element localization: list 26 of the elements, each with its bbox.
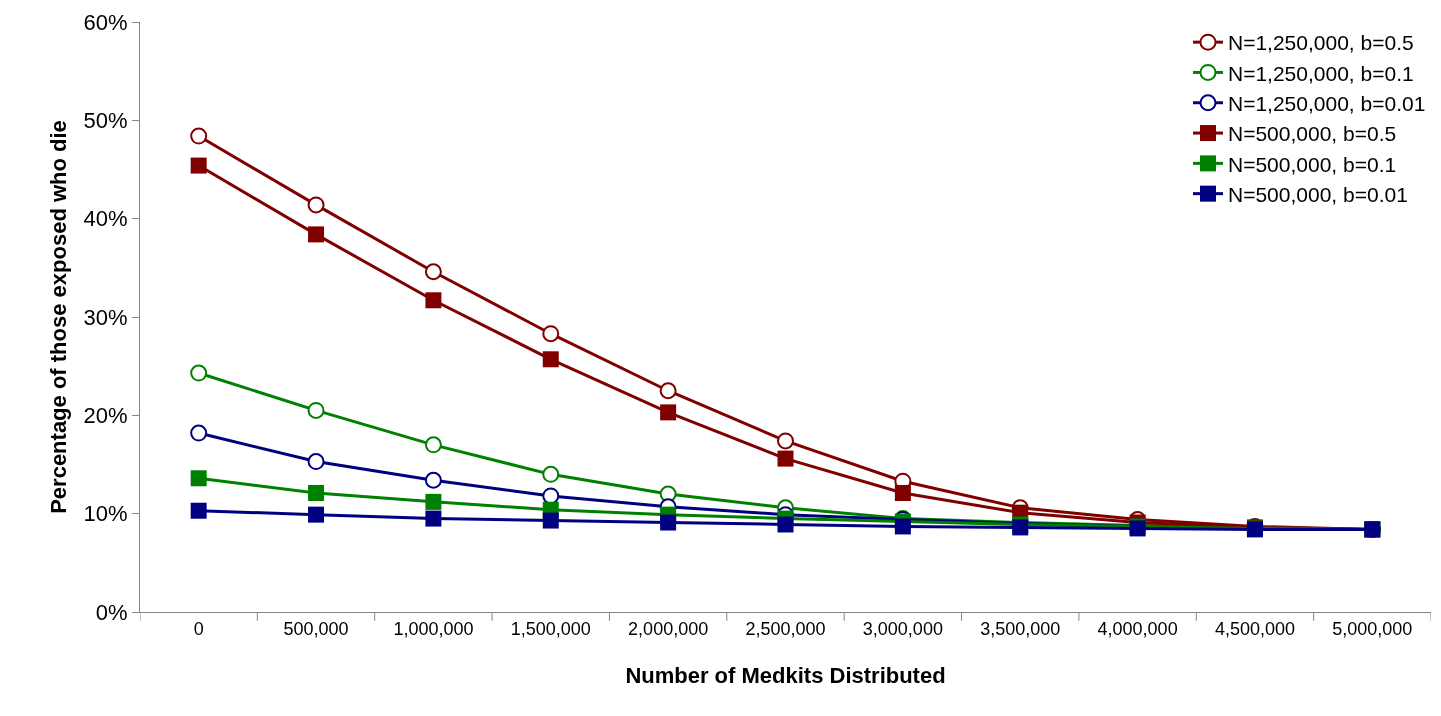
x-tick-label: 3,000,000	[862, 618, 943, 639]
y-tick-label: 10%	[83, 501, 128, 527]
y-tick-label: 20%	[83, 403, 128, 429]
x-tick-label: 500,000	[283, 618, 349, 639]
y-tick-label: 40%	[83, 206, 128, 232]
x-tick-label: 2,500,000	[745, 618, 826, 639]
x-tick-label: 3,500,000	[980, 618, 1061, 639]
legend-label: N=1,250,000, b=0.01	[1228, 91, 1426, 115]
y-tick-label: 50%	[83, 108, 128, 134]
y-tick-label: 0%	[95, 599, 128, 625]
legend-label: N=1,250,000, b=0.5	[1228, 31, 1414, 55]
x-tick-label: 4,500,000	[1214, 618, 1295, 639]
x-tick-label: 1,000,000	[393, 618, 474, 639]
legend-label: N=500,000, b=0.1	[1228, 152, 1397, 176]
x-tick-label: 4,000,000	[1097, 618, 1178, 639]
y-tick-label: 30%	[83, 304, 128, 330]
y-tick-label: 60%	[83, 9, 128, 35]
x-tick-label: 1,500,000	[510, 618, 591, 639]
x-axis-title: Number of Medkits Distributed	[625, 663, 946, 689]
legend-label: N=500,000, b=0.01	[1228, 182, 1408, 206]
y-axis-title: Percentage of those exposed who die	[46, 120, 72, 514]
x-tick-label: 2,000,000	[628, 618, 709, 639]
x-tick-label: 0	[193, 618, 204, 639]
x-tick-label: 5,000,000	[1332, 618, 1413, 639]
legend-label: N=500,000, b=0.5	[1228, 122, 1397, 146]
legend-label: N=1,250,000, b=0.1	[1228, 61, 1414, 85]
